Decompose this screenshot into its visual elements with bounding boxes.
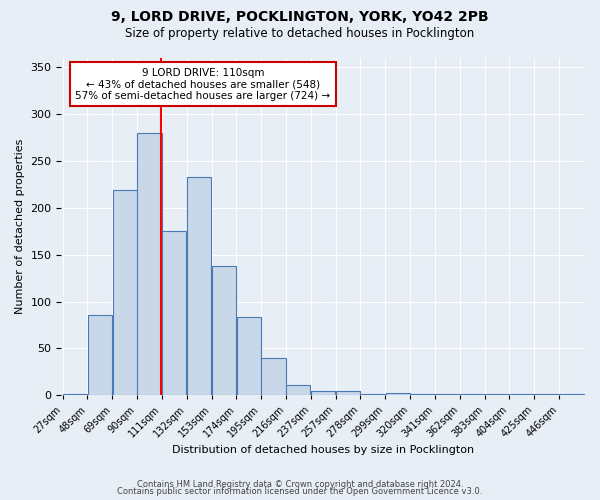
- Bar: [88, 314, 112, 396]
- Bar: [113, 190, 137, 396]
- Bar: [286, 385, 310, 396]
- Bar: [435, 394, 460, 396]
- Bar: [386, 392, 410, 396]
- Bar: [336, 390, 360, 396]
- X-axis label: Distribution of detached houses by size in Pocklington: Distribution of detached houses by size …: [172, 445, 474, 455]
- Bar: [187, 176, 211, 396]
- Bar: [361, 394, 385, 396]
- Text: Contains HM Land Registry data © Crown copyright and database right 2024.: Contains HM Land Registry data © Crown c…: [137, 480, 463, 489]
- Text: Contains public sector information licensed under the Open Government Licence v3: Contains public sector information licen…: [118, 487, 482, 496]
- Bar: [460, 394, 484, 396]
- Bar: [236, 316, 261, 396]
- Bar: [212, 266, 236, 396]
- Bar: [262, 358, 286, 396]
- Text: 9 LORD DRIVE: 110sqm
← 43% of detached houses are smaller (548)
57% of semi-deta: 9 LORD DRIVE: 110sqm ← 43% of detached h…: [75, 68, 331, 101]
- Bar: [410, 394, 434, 396]
- Text: 9, LORD DRIVE, POCKLINGTON, YORK, YO42 2PB: 9, LORD DRIVE, POCKLINGTON, YORK, YO42 2…: [111, 10, 489, 24]
- Bar: [162, 231, 187, 396]
- Bar: [509, 394, 534, 396]
- Bar: [535, 394, 559, 396]
- Bar: [137, 132, 161, 396]
- Text: Size of property relative to detached houses in Pocklington: Size of property relative to detached ho…: [125, 28, 475, 40]
- Bar: [311, 390, 335, 396]
- Bar: [559, 394, 584, 396]
- Bar: [485, 394, 509, 396]
- Y-axis label: Number of detached properties: Number of detached properties: [15, 139, 25, 314]
- Bar: [63, 394, 87, 396]
